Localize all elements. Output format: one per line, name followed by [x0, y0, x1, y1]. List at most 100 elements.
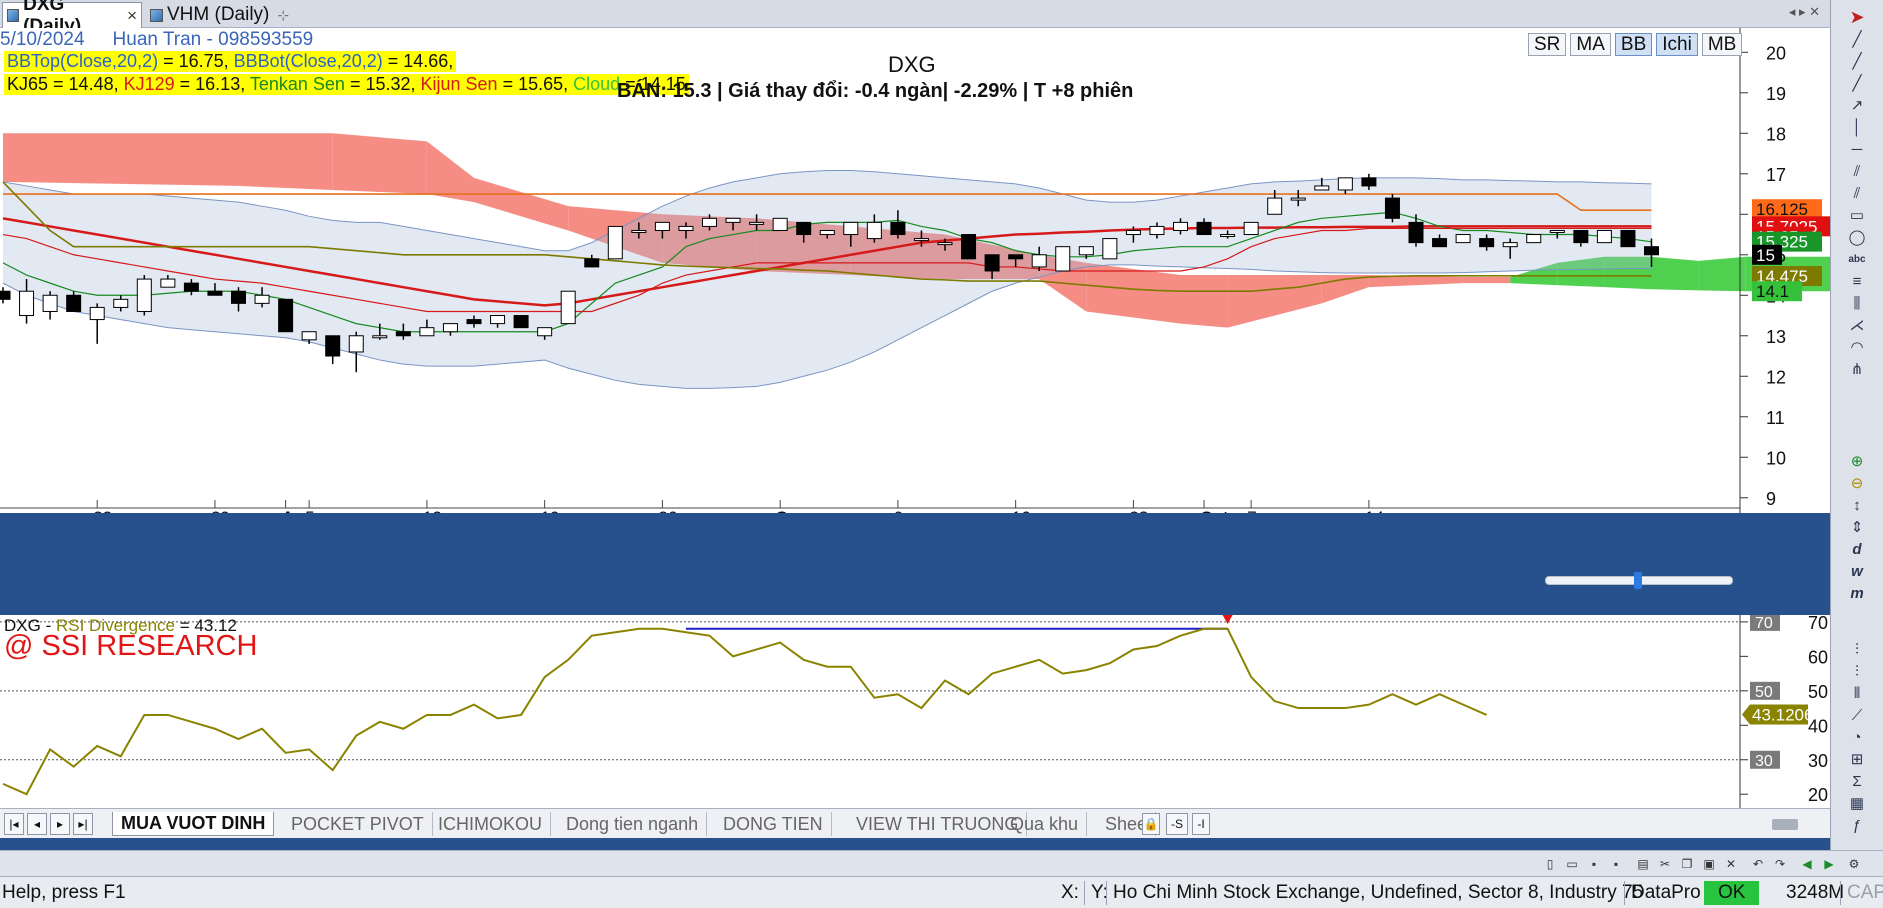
tab-scroll-arrows-icon[interactable]: ◂ ▸ ✕ — [1788, 4, 1820, 19]
fibonacci-icon[interactable]: ≡ — [1852, 272, 1862, 290]
rsi-y-tick-label: 20 — [1808, 785, 1828, 805]
sheet-tab-dong-tien[interactable]: DONG TIEN — [715, 812, 832, 836]
ray-icon[interactable]: ╱ — [1852, 53, 1862, 70]
bar-chart-icon[interactable]: ⫶ — [1855, 640, 1859, 658]
candle-body — [537, 327, 553, 337]
cycles-icon[interactable]: ◠ — [1850, 339, 1864, 356]
chart-window-icon — [7, 9, 20, 22]
properties-icon[interactable]: ↕ — [1853, 496, 1861, 514]
zoom-slider-thumb[interactable] — [1634, 572, 1642, 589]
rsi-chart[interactable]: 20 30 40 50 60 70 70 50 30 43.1206 — [0, 615, 1830, 808]
next-sheet-icon[interactable]: ▸ — [50, 813, 70, 835]
regression-icon[interactable]: ⟋ — [1851, 706, 1863, 724]
save-icon[interactable]: ▪ — [1591, 856, 1597, 871]
vertical-line-icon[interactable]: │ — [1852, 118, 1862, 136]
cursor-arrow-icon[interactable]: ➤ — [1849, 6, 1865, 27]
pin-icon[interactable]: ⊹ — [277, 6, 290, 23]
extended-line-icon[interactable]: ╱ — [1852, 75, 1862, 92]
toolbar-options-icon[interactable]: ⚙ — [1848, 856, 1860, 871]
print-icon[interactable]: ▤ — [1637, 856, 1649, 871]
sheet-tab-mua-vuot-dinh[interactable]: MUA VUOT DINH — [112, 812, 275, 836]
zoom-slider[interactable] — [1545, 572, 1733, 589]
candle — [1596, 229, 1612, 244]
chart-btn-bb[interactable]: BB — [1614, 33, 1653, 56]
first-sheet-icon[interactable]: |◂ — [4, 813, 24, 835]
status-cap: CAP — [1840, 881, 1883, 905]
cloud-segment — [1604, 256, 1652, 290]
cloud-segment — [1086, 262, 1181, 324]
candle-body — [772, 217, 788, 231]
trendline-icon[interactable]: ╱ — [1852, 31, 1862, 48]
candle-body — [607, 225, 623, 260]
formula-icon[interactable]: ƒ — [1852, 816, 1862, 834]
save-all-icon[interactable]: ▪ — [1613, 856, 1619, 871]
ellipse-icon[interactable]: ◯ — [1848, 229, 1866, 246]
sheet-scrollbar[interactable] — [1772, 819, 1798, 830]
candle-body — [796, 221, 812, 236]
layers-icon[interactable]: ⊞ — [1850, 751, 1864, 768]
candle-chart-icon[interactable]: ⫶ — [1855, 662, 1859, 680]
back-icon[interactable]: ◀ — [1802, 856, 1812, 871]
open-folder-icon[interactable]: ▭ — [1566, 856, 1578, 871]
candle — [654, 221, 670, 239]
rectangle-icon[interactable]: ▭ — [1849, 207, 1865, 224]
gann-fan-icon[interactable]: ⋌ — [1849, 317, 1865, 334]
line-chart-icon[interactable]: ⦀ — [1853, 684, 1861, 702]
lock-icon[interactable]: 🔒 — [1142, 813, 1160, 835]
pitchfork-icon[interactable]: ⋔ — [1850, 361, 1864, 378]
chart-btn-mb[interactable]: MB — [1701, 33, 1743, 56]
line-kj65 — [3, 193, 1652, 212]
zoom-out-icon[interactable]: ⊖ — [1850, 475, 1864, 492]
sheet-tab-dong-tien-nganh[interactable]: Dong tien nganh — [558, 812, 708, 836]
x-tick-label: 22 — [93, 508, 112, 513]
remove-sheet-icon[interactable]: -S — [1166, 813, 1188, 835]
rsi-current-tag: 43.1206 — [1742, 704, 1813, 725]
last-sheet-icon[interactable]: ▸| — [73, 813, 93, 835]
candle — [183, 279, 199, 296]
text-tool-icon[interactable]: abc — [1848, 253, 1866, 265]
undo-icon[interactable]: ↶ — [1752, 856, 1764, 871]
channel-icon[interactable]: ⫽ — [1853, 184, 1861, 202]
tab-dxg-daily[interactable]: DXG (Daily) × — [2, 0, 142, 37]
cut-icon[interactable]: ✂ — [1659, 856, 1671, 871]
sheet-tab-pocket-pivot[interactable]: POCKET PIVOT — [283, 812, 433, 836]
chart-btn-sr[interactable]: SR — [1528, 33, 1567, 56]
arrow-line-icon[interactable]: ↗ — [1850, 97, 1864, 114]
magnet-icon[interactable]: ⇕ — [1850, 519, 1864, 536]
monthly-interval-icon[interactable]: m — [1850, 584, 1864, 602]
horizontal-line-icon[interactable]: ─ — [1851, 140, 1863, 158]
candle-body — [466, 319, 482, 325]
candle-body — [1526, 234, 1542, 244]
paste-icon[interactable]: ▣ — [1703, 856, 1715, 871]
sheet-tab-qua-khu[interactable]: Qua khu — [1002, 812, 1088, 836]
cloud-segment — [1180, 275, 1228, 328]
watermark-label: @ SSI RESEARCH — [4, 630, 258, 662]
forward-icon[interactable]: ▶ — [1824, 856, 1834, 871]
redo-icon[interactable]: ↷ — [1774, 856, 1786, 871]
sigma-icon[interactable]: Σ — [1852, 772, 1862, 790]
gauge-icon[interactable]: ◔ — [1852, 728, 1862, 746]
ichimoku-legend-part-9: = 14.15 — [620, 74, 686, 94]
sheet-tab-ichimokou[interactable]: ICHIMOKOU — [430, 812, 552, 836]
parallel-lines-icon[interactable]: ⫽ — [1853, 162, 1861, 180]
candle — [348, 331, 364, 373]
insert-sheet-icon[interactable]: -I — [1192, 813, 1210, 835]
sheet-tab-view-thi-truong[interactable]: VIEW THI TRUONG — [848, 812, 1028, 836]
close-icon[interactable]: × — [127, 5, 137, 25]
zoom-in-icon[interactable]: ⊕ — [1850, 453, 1864, 470]
grid-icon[interactable]: ▦ — [1849, 795, 1865, 812]
fib-timezones-icon[interactable]: ⫼ — [1853, 294, 1861, 312]
prev-sheet-icon[interactable]: ◂ — [27, 813, 47, 835]
delete-icon[interactable]: ✕ — [1725, 856, 1737, 871]
daily-interval-icon[interactable]: d — [1852, 540, 1862, 558]
copy-icon[interactable]: ❐ — [1681, 856, 1693, 871]
rsi-level-tag: 50 — [1750, 681, 1780, 701]
status-bar: Help, press F1 X: Y: Ho Chi Minh Stock E… — [0, 876, 1883, 908]
new-file-icon[interactable]: ▯ — [1546, 856, 1554, 871]
bb-legend-part-2: BBBot(Close,20,2) — [233, 51, 383, 71]
tab-vhm-daily[interactable]: VHM (Daily) ⊹ — [146, 2, 296, 28]
weekly-interval-icon[interactable]: w — [1851, 562, 1863, 580]
chart-btn-ma[interactable]: MA — [1570, 33, 1611, 56]
chart-btn-ichi[interactable]: Ichi — [1656, 33, 1698, 56]
price-chart[interactable]: 2229Aug5121926Sep91623Oct714910111213141… — [0, 28, 1830, 513]
